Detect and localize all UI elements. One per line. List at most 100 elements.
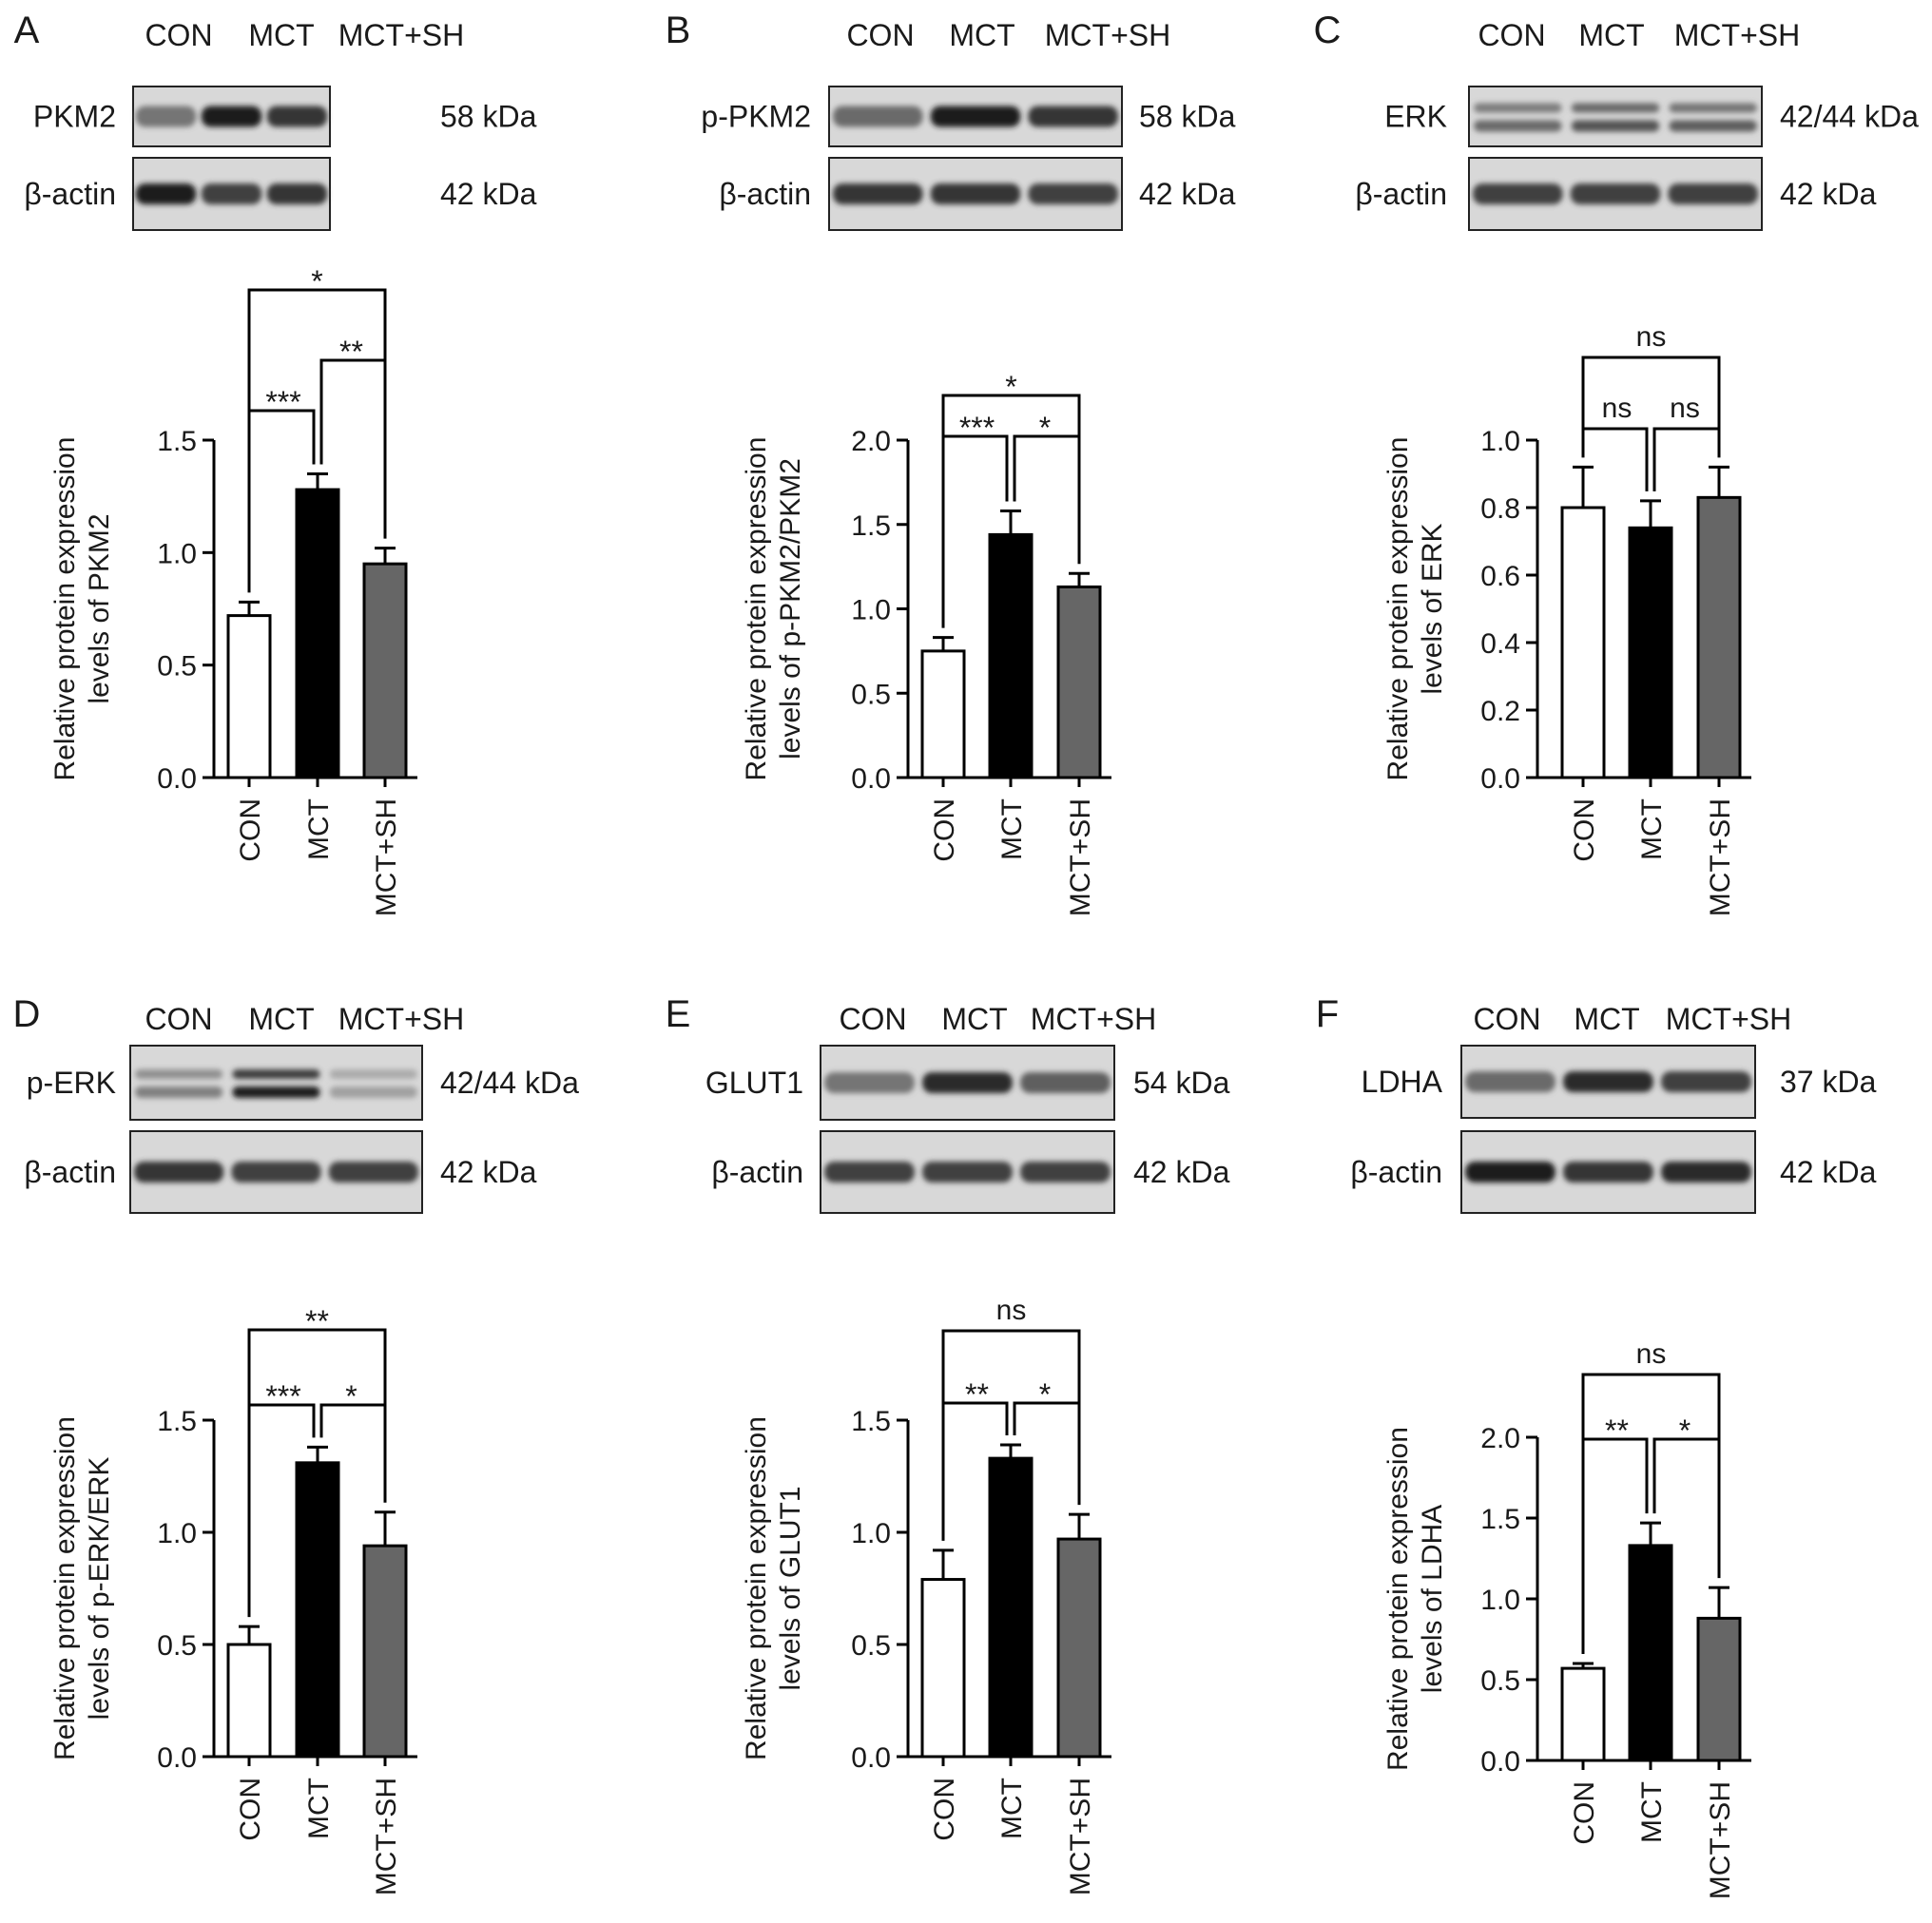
x-tick-label: MCT+SH (371, 798, 402, 916)
blot-lane-label: MCT (949, 18, 1014, 52)
x-tick-label: CON (1569, 798, 1600, 862)
blot-band (135, 1069, 223, 1079)
panel-letter: D (13, 993, 41, 1035)
blot-band (1465, 1071, 1555, 1092)
blot-band (232, 1086, 320, 1098)
blot-band (824, 1162, 915, 1183)
blot-band (1474, 120, 1562, 132)
x-tick-label: MCT (1636, 798, 1668, 860)
bar (1560, 506, 1606, 779)
bar (1560, 1666, 1606, 1762)
significance-bracket (1581, 356, 1721, 440)
blot-size-label: 42/44 kDa (440, 1066, 579, 1100)
y-tick-label: 2.0 (1480, 1423, 1520, 1454)
blot-lane-label: CON (1473, 1002, 1540, 1036)
y-tick-label: 0.5 (1480, 1665, 1520, 1697)
blot-band (1571, 120, 1660, 132)
significance-label: ns (996, 1295, 1027, 1326)
significance-bracket (941, 434, 1009, 628)
bar (226, 614, 272, 779)
blot-band (922, 1072, 1013, 1093)
x-tick-label: MCT+SH (1065, 1778, 1096, 1895)
significance-label: * (1039, 411, 1051, 445)
blot-lane-label: MCT (1578, 18, 1644, 52)
blot-band (134, 1162, 224, 1183)
significance-bracket (247, 1328, 387, 1416)
bar (1628, 526, 1673, 779)
blot-band (1571, 103, 1660, 113)
blot-band (922, 1162, 1013, 1183)
panel-f: F CON MCT MCT+SH LDHA 37 kDa β-actin 42 kDa 0.0 0… (1316, 993, 1877, 1899)
blot-band (329, 1086, 417, 1098)
y-axis-label: levels of GLUT1 (775, 1486, 806, 1690)
blot-band (1570, 183, 1661, 204)
significance-bracket (247, 1403, 316, 1618)
blot-size-label: 58 kDa (1139, 100, 1236, 134)
x-tick-label: CON (235, 1778, 266, 1841)
blot-band (930, 106, 1021, 127)
bar (226, 1643, 272, 1759)
x-tick-label: MCT (303, 1778, 335, 1839)
blot-band (201, 106, 262, 127)
y-tick-label: 1.0 (1480, 1585, 1520, 1616)
x-tick-label: CON (929, 1778, 960, 1841)
blot-band (1465, 1162, 1555, 1183)
significance-bracket (319, 358, 387, 539)
blot-lane-label: MCT+SH (1045, 18, 1170, 52)
blot-band (1020, 1072, 1111, 1093)
significance-label: ns (1636, 1338, 1667, 1370)
blot-size-label: 42 kDa (1133, 1155, 1230, 1189)
blot-band (266, 183, 328, 204)
blot-band (328, 1162, 418, 1183)
panel-e: E CON MCT MCT+SH GLUT1 54 kDa β-actin 42 kDa 0.0… (666, 993, 1230, 1895)
blot-lane-label: MCT (941, 1002, 1007, 1036)
panel-d: D CON MCT MCT+SH p-ERK 42/44 kDa β-actin 42 kDa… (13, 993, 580, 1895)
blot-band (1563, 1071, 1653, 1092)
blot-size-label: 42 kDa (440, 177, 537, 211)
panel-letter: B (666, 10, 691, 51)
y-axis-label: levels of p-ERK/ERK (84, 1457, 115, 1721)
blot-protein-label: β-actin (719, 177, 811, 211)
panel-letter: C (1314, 10, 1342, 51)
x-tick-label: MCT+SH (1705, 1781, 1736, 1899)
blot-lane-label: CON (846, 18, 914, 52)
y-tick-label: 1.0 (851, 1518, 891, 1549)
blot-size-label: 54 kDa (1133, 1066, 1230, 1100)
significance-label: *** (265, 385, 300, 419)
significance-label: ns (1636, 321, 1667, 353)
x-tick-label: MCT+SH (1705, 798, 1736, 916)
blot-protein-label: β-actin (24, 1155, 116, 1189)
y-axis-label: Relative protein expression (1382, 1427, 1414, 1771)
panel-b: B CON MCT MCT+SH p-PKM2 58 kDa β-actin 42 kDa 0.… (666, 10, 1236, 916)
blot-size-label: 58 kDa (440, 100, 537, 134)
blot-size-label: 37 kDa (1780, 1065, 1877, 1099)
blot-lane-label: MCT (248, 1002, 314, 1036)
blot-protein-label: p-PKM2 (701, 100, 811, 134)
significance-bracket (1013, 1401, 1081, 1506)
significance-bracket (941, 1401, 1009, 1541)
blot-band (1668, 183, 1758, 204)
blot-band (1028, 106, 1118, 127)
y-tick-label: 0.8 (1480, 493, 1520, 525)
y-tick-label: 1.5 (157, 1406, 197, 1437)
panel-letter: F (1316, 993, 1339, 1035)
significance-label: * (1039, 1377, 1051, 1412)
x-tick-label: MCT+SH (371, 1778, 402, 1895)
x-tick-label: MCT (996, 1778, 1028, 1839)
significance-bracket (247, 288, 387, 422)
y-tick-label: 0.0 (1480, 1746, 1520, 1778)
y-tick-label: 1.5 (157, 426, 197, 457)
bar (1696, 1616, 1742, 1762)
y-tick-label: 0.5 (157, 1630, 197, 1662)
blot-size-label: 42 kDa (1780, 177, 1877, 211)
significance-bracket (941, 1329, 1081, 1414)
blot-protein-label: β-actin (711, 1155, 803, 1189)
panel-c: C CON MCT MCT+SH ERK 42/44 kDa β-actin 42 kDa 0.… (1314, 10, 1920, 916)
blot-lane-label: MCT+SH (1031, 1002, 1156, 1036)
blot-band (232, 1069, 320, 1079)
y-axis-label: levels of PKM2 (84, 513, 115, 703)
y-axis-label: Relative protein expression (741, 437, 772, 781)
y-tick-label: 0.4 (1480, 628, 1520, 660)
y-tick-label: 0.2 (1480, 696, 1520, 727)
